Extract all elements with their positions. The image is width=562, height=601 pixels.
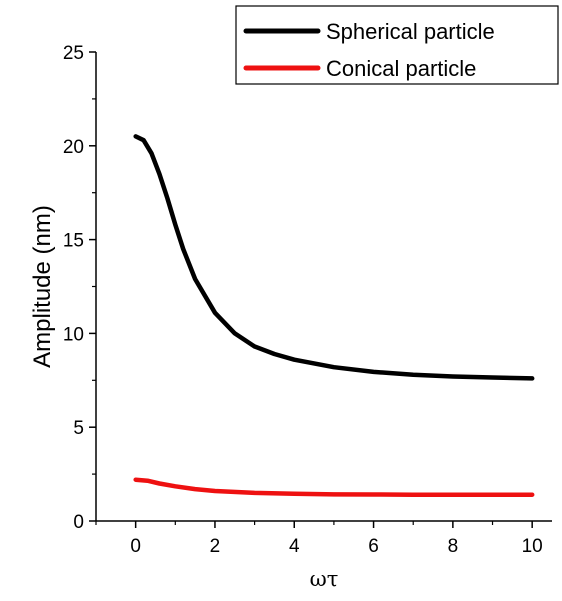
x-axis-title: ωτ	[310, 567, 339, 591]
legend-label: Spherical particle	[326, 19, 495, 44]
legend-label: Conical particle	[326, 56, 476, 81]
x-tick-label: 6	[368, 536, 379, 557]
y-tick-label: 25	[63, 43, 84, 64]
x-tick-label: 2	[210, 536, 221, 557]
y-tick-label: 10	[63, 324, 84, 345]
spherical-particle-line	[133, 134, 535, 381]
x-tick-label: 8	[448, 536, 459, 557]
x-tick-label: 4	[289, 536, 300, 557]
axes	[95, 52, 552, 522]
y-tick-label: 0	[73, 512, 84, 533]
y-axis-title: Amplitude (nm)	[29, 205, 56, 368]
legend-box	[235, 5, 559, 85]
tick-labels: 0 2 4 6 8 10 0 5 10 15 20 25	[63, 43, 543, 557]
x-tick-label: 0	[130, 536, 141, 557]
x-tick-label: 10	[522, 536, 543, 557]
y-tick-label: 5	[73, 418, 84, 439]
conical-particle-line	[133, 477, 535, 497]
y-tick-label: 20	[63, 137, 84, 158]
legend: Spherical particle Conical particle	[235, 5, 559, 85]
series-layer	[133, 134, 535, 497]
tick-marks	[89, 51, 533, 528]
y-tick-label: 15	[63, 231, 84, 252]
